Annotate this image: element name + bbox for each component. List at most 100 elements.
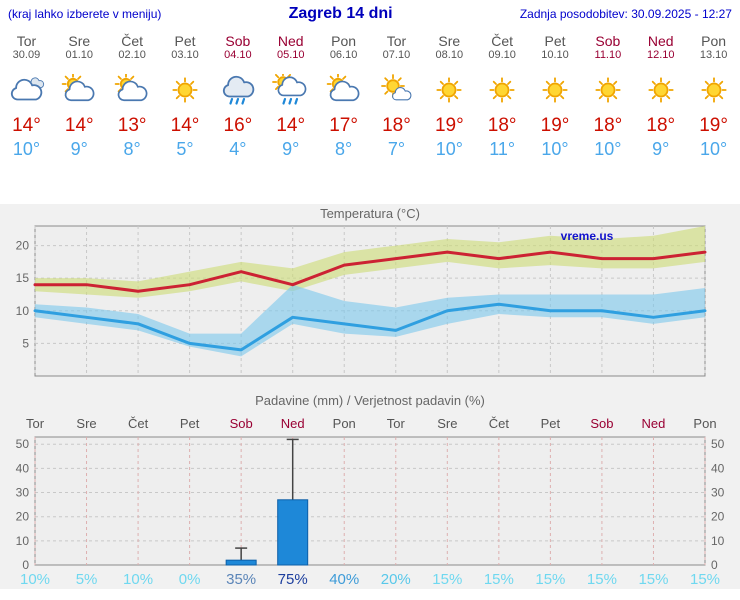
- min-temperature: 9°: [282, 139, 300, 159]
- precip-probability: 10%: [123, 571, 153, 588]
- day-column[interactable]: Čet 02.10 13° 8°: [106, 29, 159, 159]
- watermark-vreme-us: vreme.us: [561, 229, 614, 243]
- day-column[interactable]: Tor 30.09 14° 10°: [0, 29, 53, 159]
- min-temperature: 8°: [334, 139, 353, 159]
- day-column[interactable]: Sre 01.10 14° 9°: [53, 29, 106, 159]
- day-column[interactable]: Čet 09.10 18° 11°: [476, 29, 529, 159]
- precip-day-label: Sob: [230, 416, 253, 431]
- temp-ytick-label: 10: [16, 304, 30, 318]
- min-temperature: 9°: [652, 139, 670, 159]
- max-temperature: 13°: [117, 115, 147, 136]
- precip-day-label: Tor: [26, 416, 45, 431]
- precip-probability: 40%: [329, 571, 359, 588]
- showers-icon: [264, 71, 317, 109]
- day-name: Sob: [225, 33, 251, 49]
- min-temp-line: [33, 302, 707, 352]
- max-temperature: 14°: [170, 115, 200, 136]
- day-date: 12.10: [646, 49, 675, 61]
- precip-ytick-right: 0: [711, 558, 718, 572]
- precip-bar: [225, 559, 257, 566]
- precip-bar: [277, 499, 309, 566]
- day-date: 13.10: [699, 49, 728, 61]
- precip-ytick-left: 50: [16, 437, 30, 451]
- day-name: Ned: [647, 33, 674, 49]
- max-temperature: 19°: [699, 115, 728, 136]
- max-temp-line: [33, 250, 707, 293]
- day-column[interactable]: Ned 05.10 14° 9°: [264, 29, 317, 159]
- precip-chart-title: Padavine (mm) / Verjetnost padavin (%): [255, 393, 485, 408]
- day-name: Pon: [331, 33, 357, 49]
- precip-ytick-left: 40: [16, 461, 30, 475]
- day-date: 02.10: [118, 49, 146, 61]
- precip-day-label: Pet: [541, 416, 561, 431]
- temperature-chart: Temperatura (°C) 5 10 15 20 vreme.us: [0, 204, 740, 389]
- day-column[interactable]: Pon 06.10 17° 8°: [317, 29, 370, 159]
- day-name: Sre: [68, 33, 91, 49]
- precip-ytick-left: 30: [16, 486, 30, 500]
- partly-cloudy-icon: [317, 71, 370, 109]
- day-column[interactable]: Tor 07.10 18° 7°: [370, 29, 423, 159]
- day-name: Pon: [701, 33, 727, 49]
- precip-day-label: Pon: [693, 416, 716, 431]
- day-name: Tor: [386, 33, 407, 49]
- temperature-chart-svg: Temperatura (°C) 5 10 15 20 vreme.us: [16, 206, 707, 377]
- max-temperature: 19°: [434, 115, 464, 136]
- day-column[interactable]: Sob 04.10 16° 4°: [211, 29, 264, 159]
- precip-day-label: Ned: [281, 416, 305, 431]
- precip-day-label: Tor: [387, 416, 406, 431]
- page-title: Zagreb 14 dni: [288, 5, 393, 22]
- sunny-icon: [423, 71, 476, 109]
- precip-probability: 15%: [432, 571, 462, 588]
- min-temperature: 10°: [594, 139, 622, 159]
- max-temperature: 14°: [12, 115, 41, 136]
- last-update-text: Zadnja posodobitev: 30.09.2025 - 12:27: [519, 7, 732, 21]
- day-name: Čet: [491, 33, 514, 49]
- precip-probability: 75%: [278, 571, 308, 588]
- precip-probability: 15%: [690, 571, 720, 588]
- precip-day-label: Sre: [76, 416, 96, 431]
- precip-ytick-right: 40: [711, 461, 725, 475]
- cloudy-icon: [0, 71, 53, 109]
- mostly-sunny-icon: [370, 71, 423, 109]
- max-temperature: 14°: [64, 115, 94, 136]
- precip-probability: 15%: [484, 571, 514, 588]
- max-temperature: 19°: [540, 115, 570, 136]
- day-date: 11.10: [594, 49, 622, 61]
- day-name: Sre: [438, 33, 461, 49]
- min-temperature: 4°: [229, 139, 247, 159]
- day-name: Tor: [16, 33, 37, 49]
- max-temperature: 17°: [329, 115, 358, 136]
- day-column[interactable]: Sob 11.10 18° 10°: [581, 29, 634, 159]
- day-date: 10.10: [541, 49, 569, 61]
- precipitation-chart-svg: Padavine (mm) / Verjetnost padavin (%) To…: [16, 393, 725, 588]
- precip-probability: 20%: [381, 571, 411, 588]
- temp-ytick-label: 5: [22, 336, 29, 350]
- precip-probability: 15%: [535, 571, 565, 588]
- day-name: Čet: [121, 33, 144, 49]
- day-column[interactable]: Pon 13.10 19° 10°: [687, 29, 740, 159]
- day-column[interactable]: Ned 12.10 18° 9°: [634, 29, 687, 159]
- precip-ytick-left: 0: [22, 558, 29, 572]
- precip-ytick-right: 30: [711, 486, 725, 500]
- sunny-icon: [581, 71, 634, 109]
- partly-cloudy-icon: [106, 71, 159, 109]
- page-header: (kraj lahko izberete v meniju) Zagreb 14…: [0, 0, 740, 23]
- min-temperature: 8°: [123, 139, 141, 159]
- day-date: 03.10: [171, 49, 199, 61]
- day-column[interactable]: Sre 08.10 19° 10°: [423, 29, 476, 159]
- forecast-day-strip: Tor 30.09 14° 10° Sre 01.10 14° 9° Čet 02.10 13° 8°…: [0, 29, 740, 159]
- min-temperature: 10°: [699, 139, 728, 159]
- day-column[interactable]: Pet 10.10 19° 10°: [529, 29, 582, 159]
- sunny-icon: [529, 71, 582, 109]
- precip-probability: 15%: [638, 571, 668, 588]
- precip-ytick-left: 10: [16, 534, 30, 548]
- max-temperature: 18°: [646, 115, 676, 136]
- temp-ytick-label: 20: [16, 239, 30, 253]
- day-column[interactable]: Pet 03.10 14° 5°: [159, 29, 212, 159]
- precip-ytick-right: 10: [711, 534, 725, 548]
- day-date: 04.10: [224, 49, 252, 61]
- min-temperature: 7°: [387, 139, 406, 159]
- min-temperature: 11°: [489, 139, 516, 159]
- sunny-icon: [476, 71, 529, 109]
